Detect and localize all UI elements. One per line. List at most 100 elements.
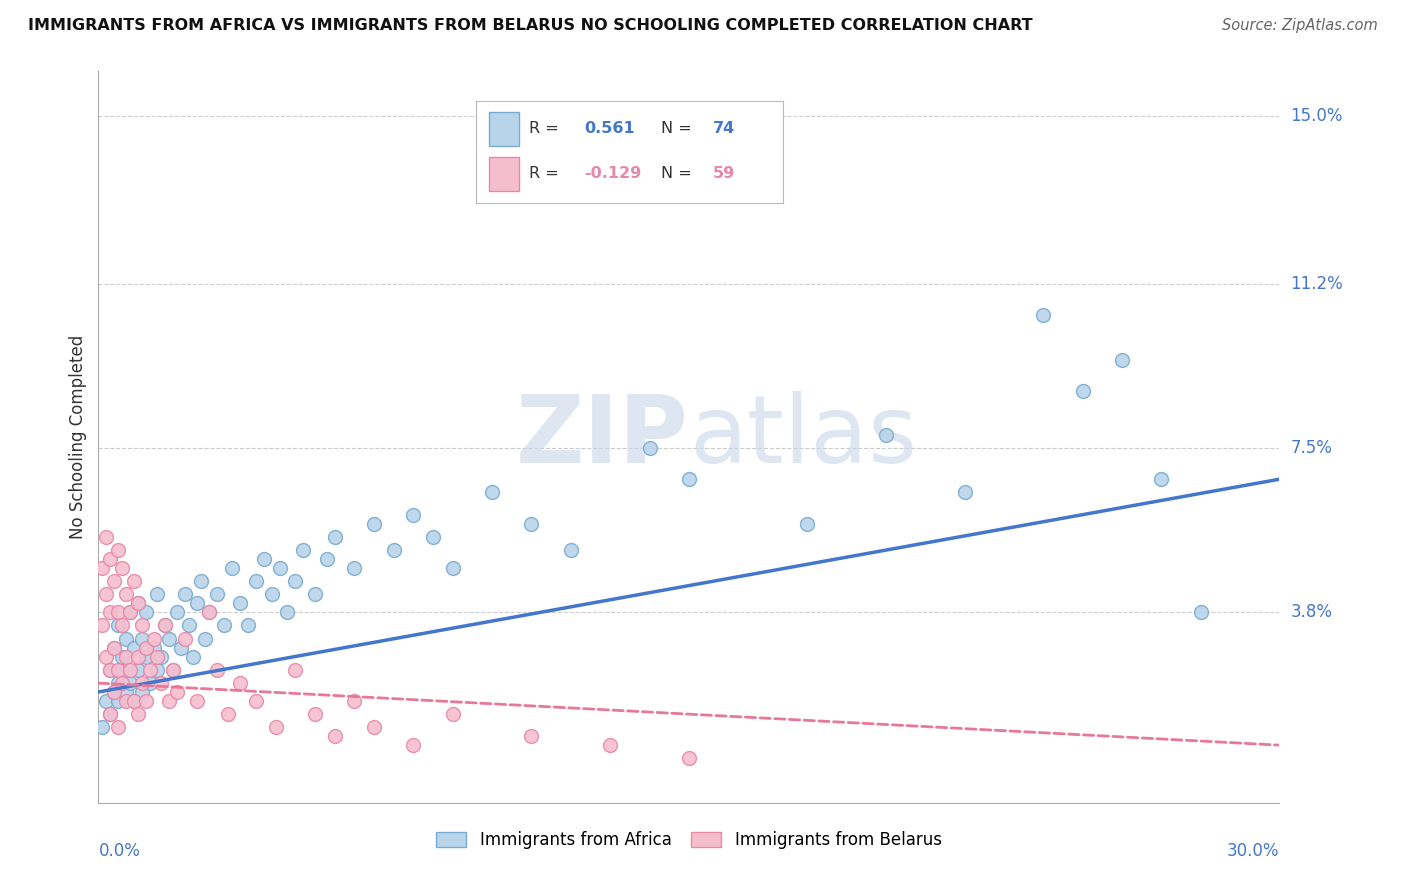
Point [1189, 605, 1212, 619]
Point [91, 618, 114, 632]
Point [135, 640, 157, 655]
Point [118, 676, 141, 690]
Point [796, 516, 818, 531]
Point [422, 530, 444, 544]
Point [127, 707, 149, 722]
Point [264, 721, 287, 735]
Point [150, 649, 173, 664]
Point [363, 516, 385, 531]
Point [111, 618, 134, 632]
Point [953, 485, 976, 500]
Point [875, 428, 897, 442]
Point [150, 676, 173, 690]
Point [174, 587, 197, 601]
Point [304, 707, 326, 722]
Point [146, 663, 169, 677]
Text: 0.0%: 0.0% [98, 842, 141, 860]
Point [1032, 308, 1054, 322]
Point [138, 676, 160, 690]
Point [245, 694, 267, 708]
Point [118, 663, 141, 677]
Point [520, 729, 543, 743]
Point [253, 552, 276, 566]
Point [174, 632, 197, 646]
Point [214, 618, 236, 632]
Point [115, 649, 138, 664]
Point [194, 632, 217, 646]
Point [382, 543, 405, 558]
Text: 11.2%: 11.2% [1291, 275, 1343, 293]
Point [146, 587, 169, 601]
Point [166, 685, 188, 699]
Point [111, 649, 134, 664]
Point [221, 561, 243, 575]
Point [122, 574, 145, 589]
Point [91, 721, 114, 735]
Point [122, 640, 145, 655]
Point [402, 738, 425, 752]
Point [131, 676, 153, 690]
Point [131, 618, 153, 632]
Point [142, 640, 165, 655]
Point [107, 618, 129, 632]
Point [107, 694, 129, 708]
Point [103, 685, 125, 699]
Point [520, 516, 543, 531]
Point [560, 543, 582, 558]
Point [103, 640, 125, 655]
Point [155, 618, 177, 632]
Text: 15.0%: 15.0% [1291, 107, 1343, 125]
Point [111, 663, 134, 677]
Point [103, 685, 125, 699]
Point [678, 751, 700, 765]
Point [131, 685, 153, 699]
Point [229, 596, 252, 610]
Point [115, 694, 138, 708]
Point [127, 649, 149, 664]
Y-axis label: No Schooling Completed: No Schooling Completed [69, 335, 87, 539]
Text: 7.5%: 7.5% [1291, 439, 1333, 458]
Point [115, 632, 138, 646]
Point [260, 587, 283, 601]
Point [138, 663, 160, 677]
Point [190, 574, 212, 589]
Point [98, 663, 121, 677]
Point [284, 574, 307, 589]
Text: atlas: atlas [689, 391, 917, 483]
Point [111, 561, 134, 575]
Point [162, 663, 184, 677]
Point [157, 694, 180, 708]
Point [135, 605, 157, 619]
Point [96, 649, 118, 664]
Point [111, 676, 134, 690]
Point [1071, 384, 1094, 398]
Point [135, 694, 157, 708]
Point [98, 707, 121, 722]
Point [441, 707, 464, 722]
Text: ZIP: ZIP [516, 391, 689, 483]
Point [197, 605, 219, 619]
Point [131, 632, 153, 646]
Point [197, 605, 219, 619]
Point [638, 441, 661, 455]
Point [678, 472, 700, 486]
Point [118, 605, 141, 619]
Point [127, 663, 149, 677]
Point [135, 649, 157, 664]
Point [304, 587, 326, 601]
Point [363, 721, 385, 735]
Text: Source: ZipAtlas.com: Source: ZipAtlas.com [1222, 18, 1378, 33]
Point [217, 707, 239, 722]
Point [323, 729, 346, 743]
Point [96, 530, 118, 544]
Point [115, 685, 138, 699]
Point [96, 694, 118, 708]
Point [284, 663, 307, 677]
Point [155, 618, 177, 632]
Point [229, 676, 252, 690]
Point [402, 508, 425, 522]
Point [315, 552, 337, 566]
Point [245, 574, 267, 589]
Point [441, 561, 464, 575]
Text: 3.8%: 3.8% [1291, 603, 1333, 621]
